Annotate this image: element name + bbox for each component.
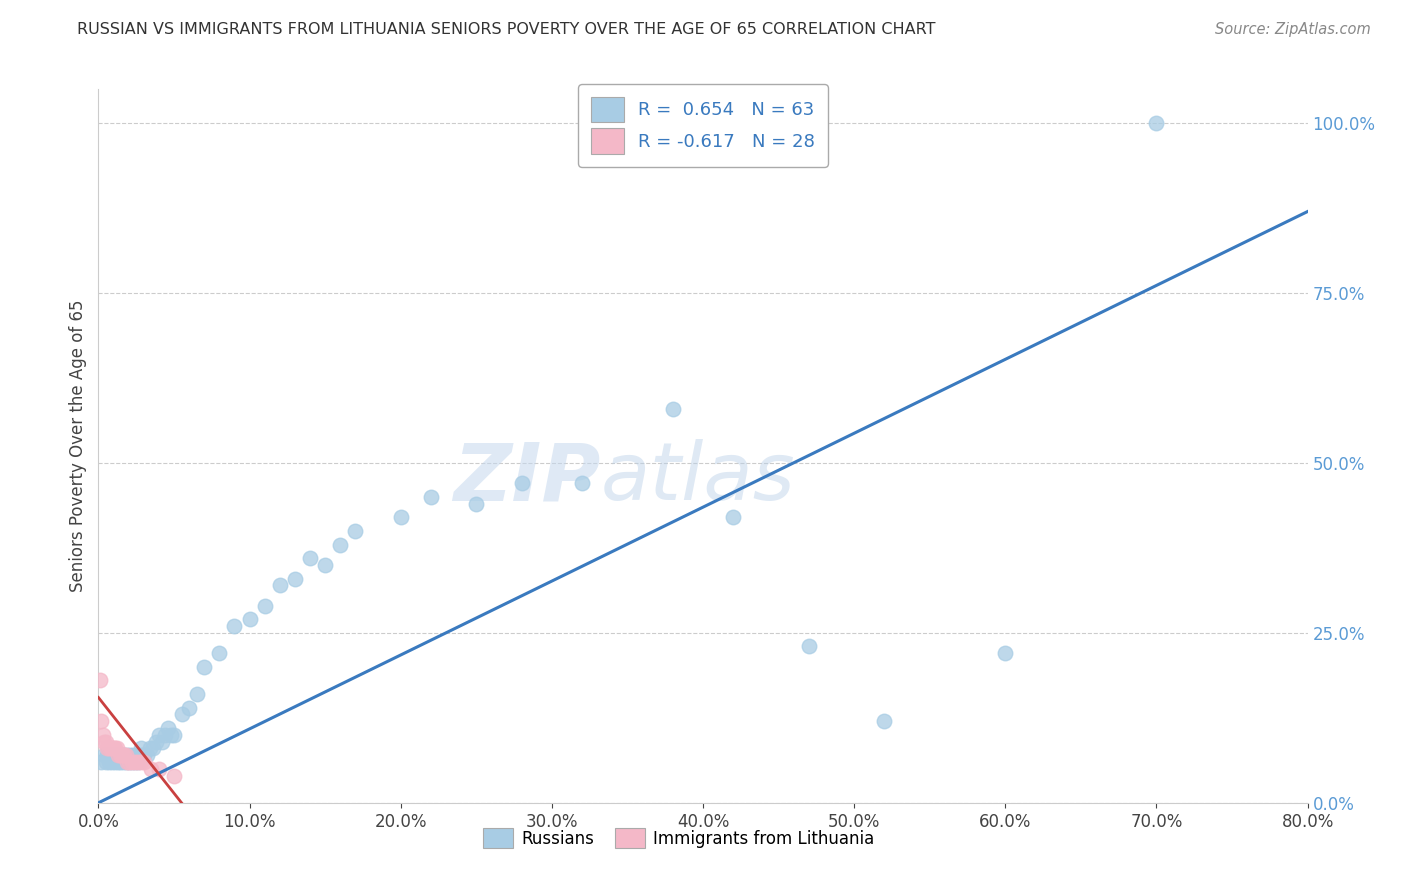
Text: ZIP: ZIP xyxy=(453,439,600,517)
Point xyxy=(107,748,129,763)
Point xyxy=(145,734,167,748)
Point xyxy=(96,748,118,763)
Point xyxy=(132,755,155,769)
Point xyxy=(150,734,173,748)
Point xyxy=(344,524,367,538)
Point xyxy=(389,510,412,524)
Y-axis label: Seniors Poverty Over the Age of 65: Seniors Poverty Over the Age of 65 xyxy=(69,300,87,592)
Point xyxy=(103,748,125,763)
Point xyxy=(107,755,129,769)
Point xyxy=(420,490,443,504)
Point xyxy=(163,769,186,783)
Point xyxy=(329,537,352,551)
Point xyxy=(94,734,117,748)
Point xyxy=(108,748,131,763)
Point xyxy=(139,741,162,756)
Point xyxy=(100,741,122,756)
Point xyxy=(91,728,114,742)
Point xyxy=(153,728,176,742)
Point xyxy=(224,619,246,633)
Point xyxy=(118,755,141,769)
Point xyxy=(994,646,1017,660)
Point xyxy=(115,755,138,769)
Point xyxy=(299,551,322,566)
Point xyxy=(94,755,117,769)
Point xyxy=(163,728,186,742)
Point xyxy=(100,748,122,763)
Point xyxy=(90,714,112,729)
Point xyxy=(156,721,179,735)
Point xyxy=(121,755,143,769)
Point xyxy=(124,755,146,769)
Point xyxy=(114,755,136,769)
Point xyxy=(104,741,127,756)
Point xyxy=(108,755,131,769)
Point xyxy=(111,755,134,769)
Point xyxy=(510,476,533,491)
Point xyxy=(112,748,135,763)
Point xyxy=(142,741,165,756)
Point xyxy=(118,755,141,769)
Point xyxy=(314,558,336,572)
Point xyxy=(269,578,291,592)
Point xyxy=(186,687,208,701)
Point xyxy=(114,748,136,763)
Point xyxy=(103,741,125,756)
Legend: Russians, Immigrants from Lithuania: Russians, Immigrants from Lithuania xyxy=(477,822,882,855)
Point xyxy=(89,673,111,688)
Point xyxy=(141,762,163,776)
Point xyxy=(98,741,121,756)
Point xyxy=(111,748,134,763)
Text: atlas: atlas xyxy=(600,439,794,517)
Point xyxy=(112,748,135,763)
Point xyxy=(121,755,143,769)
Text: Source: ZipAtlas.com: Source: ZipAtlas.com xyxy=(1215,22,1371,37)
Point xyxy=(135,748,157,763)
Point xyxy=(148,762,170,776)
Point xyxy=(122,748,145,763)
Point xyxy=(193,660,215,674)
Point xyxy=(1144,116,1167,130)
Point xyxy=(93,734,115,748)
Point xyxy=(661,401,683,416)
Point xyxy=(129,741,152,756)
Point xyxy=(465,497,488,511)
Point xyxy=(129,755,152,769)
Point xyxy=(132,748,155,763)
Point xyxy=(873,714,896,729)
Point xyxy=(160,728,183,742)
Point xyxy=(127,755,149,769)
Point xyxy=(239,612,262,626)
Point xyxy=(148,728,170,742)
Point xyxy=(797,640,820,654)
Point xyxy=(253,599,276,613)
Point xyxy=(571,476,593,491)
Point xyxy=(128,748,150,763)
Point xyxy=(131,748,153,763)
Point xyxy=(208,646,231,660)
Point xyxy=(115,748,138,763)
Point xyxy=(105,748,128,763)
Point xyxy=(101,755,124,769)
Point xyxy=(124,755,146,769)
Point xyxy=(110,748,132,763)
Point xyxy=(125,748,148,763)
Point xyxy=(723,510,745,524)
Point xyxy=(284,572,307,586)
Point xyxy=(110,748,132,763)
Point xyxy=(170,707,193,722)
Point xyxy=(105,741,128,756)
Text: RUSSIAN VS IMMIGRANTS FROM LITHUANIA SENIORS POVERTY OVER THE AGE OF 65 CORRELAT: RUSSIAN VS IMMIGRANTS FROM LITHUANIA SEN… xyxy=(77,22,936,37)
Point xyxy=(93,748,115,763)
Point xyxy=(96,741,118,756)
Point xyxy=(104,755,127,769)
Point xyxy=(90,755,112,769)
Point xyxy=(120,748,142,763)
Point xyxy=(101,741,124,756)
Point xyxy=(127,755,149,769)
Point xyxy=(98,755,121,769)
Point xyxy=(179,700,201,714)
